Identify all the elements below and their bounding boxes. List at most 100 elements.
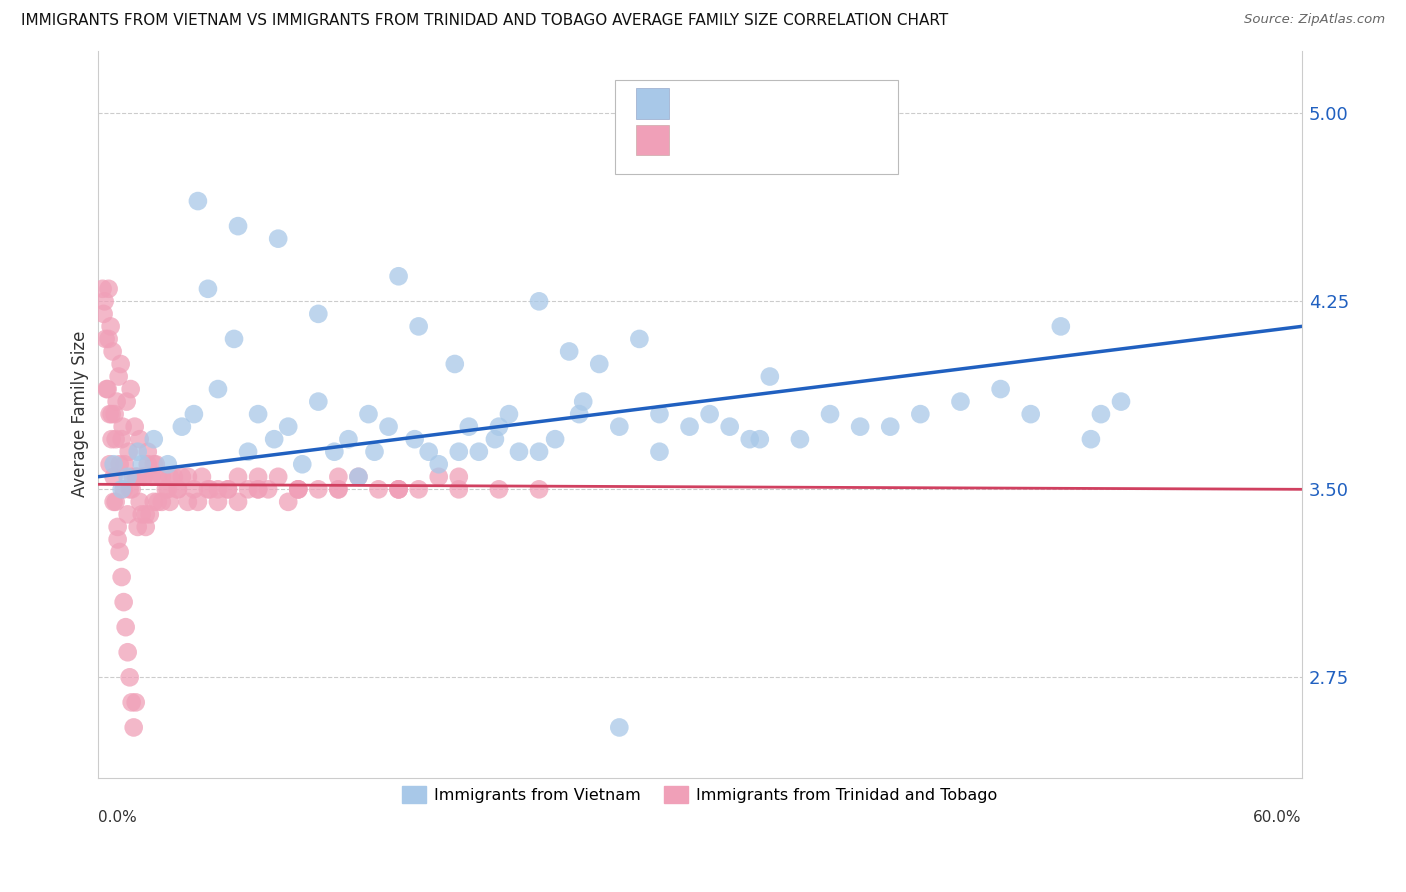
Point <box>648 407 671 421</box>
Y-axis label: Average Family Size: Average Family Size <box>72 331 89 498</box>
Point <box>97 282 120 296</box>
Point <box>1090 407 1112 421</box>
Text: Source: ZipAtlas.com: Source: ZipAtlas.com <box>1244 13 1385 27</box>
Point <box>131 508 153 522</box>
Point <box>98 457 121 471</box>
Point <box>170 470 193 484</box>
Point <box>443 357 465 371</box>
Text: 60.0%: 60.0% <box>1253 810 1302 825</box>
Point <box>93 307 115 321</box>
Point <box>117 645 139 659</box>
Point <box>447 483 470 497</box>
Point <box>1080 432 1102 446</box>
Point <box>387 483 409 497</box>
Point <box>488 419 510 434</box>
Point <box>198 483 221 497</box>
Point <box>363 444 385 458</box>
Point <box>187 194 209 208</box>
Point <box>217 483 239 497</box>
Point <box>226 495 249 509</box>
Point <box>418 444 440 458</box>
Point <box>107 520 129 534</box>
Point <box>103 457 125 471</box>
Point <box>247 407 270 421</box>
Point <box>357 407 380 421</box>
Point <box>226 470 249 484</box>
Point <box>163 470 186 484</box>
Point <box>111 419 134 434</box>
Point <box>488 483 510 497</box>
Point <box>607 419 630 434</box>
Point <box>170 419 193 434</box>
Point <box>328 483 350 497</box>
Point <box>136 457 159 471</box>
Point <box>127 444 149 458</box>
Point <box>97 332 120 346</box>
Point <box>328 483 350 497</box>
Point <box>105 394 128 409</box>
Point <box>291 457 314 471</box>
Point <box>150 495 173 509</box>
Point <box>100 319 122 334</box>
Point <box>98 407 121 421</box>
Point <box>377 419 399 434</box>
Point <box>347 470 370 484</box>
Point <box>197 483 219 497</box>
Point <box>155 483 177 497</box>
Point <box>267 232 290 246</box>
Point <box>108 457 131 471</box>
Point <box>107 533 129 547</box>
Point <box>166 483 188 497</box>
Point <box>748 432 770 446</box>
Point <box>93 294 115 309</box>
Point <box>96 382 118 396</box>
Point <box>207 483 229 497</box>
Point <box>337 432 360 446</box>
Point <box>527 294 550 309</box>
Point <box>142 495 165 509</box>
Point <box>110 357 132 371</box>
Point <box>156 457 179 471</box>
Point <box>121 483 143 497</box>
Point <box>141 470 163 484</box>
Point <box>226 219 249 234</box>
Point <box>1049 319 1071 334</box>
Point <box>115 394 138 409</box>
Point <box>100 432 122 446</box>
Point <box>187 495 209 509</box>
Point <box>142 432 165 446</box>
Point <box>177 495 200 509</box>
Text: N =: N = <box>801 131 839 149</box>
Point <box>588 357 610 371</box>
Text: R =: R = <box>688 131 724 149</box>
Point <box>114 620 136 634</box>
Point <box>277 495 299 509</box>
Point <box>307 483 329 497</box>
Point <box>125 470 148 484</box>
Text: 114: 114 <box>853 131 886 149</box>
Point <box>558 344 581 359</box>
Point <box>100 407 122 421</box>
Point <box>132 470 155 484</box>
Point <box>135 520 157 534</box>
Point <box>159 470 181 484</box>
Point <box>111 432 134 446</box>
Point <box>122 721 145 735</box>
Point <box>166 483 188 497</box>
Point <box>427 457 450 471</box>
Point <box>267 470 290 484</box>
Point <box>118 483 141 497</box>
Point <box>484 432 506 446</box>
Point <box>408 483 430 497</box>
Point <box>207 382 229 396</box>
Point <box>387 483 409 497</box>
Point <box>146 495 169 509</box>
Point <box>183 407 205 421</box>
Text: 0.0%: 0.0% <box>97 810 136 825</box>
Point <box>197 282 219 296</box>
Point <box>287 483 309 497</box>
FancyBboxPatch shape <box>636 125 669 155</box>
Point <box>307 394 329 409</box>
Point <box>387 483 409 497</box>
Point <box>387 269 409 284</box>
